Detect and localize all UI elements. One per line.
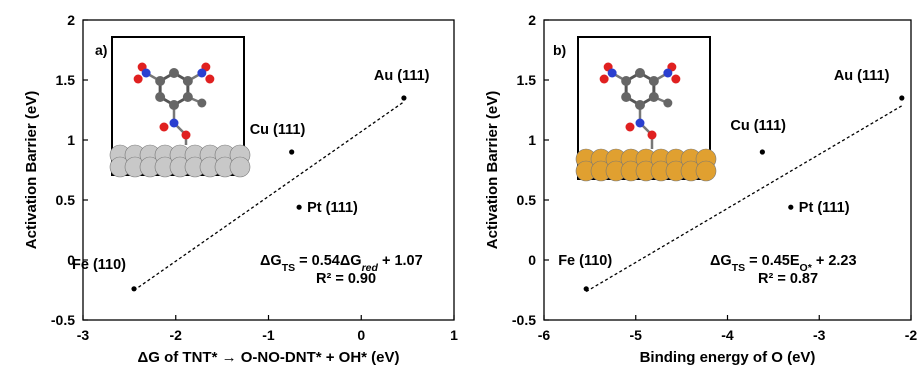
point-label: Au (111)	[374, 68, 430, 84]
data-point	[131, 286, 137, 292]
oxygen-atom	[671, 74, 681, 84]
y-tick-label: 0.5	[517, 192, 537, 208]
y-tick-label: 1.5	[56, 72, 76, 88]
x-axis-label: Binding energy of O (eV)	[640, 349, 816, 366]
y-tick-label: -0.5	[51, 312, 75, 328]
carbon-atom	[648, 92, 659, 102]
carbon-atom	[635, 68, 645, 78]
data-point	[899, 95, 905, 101]
data-point	[583, 286, 589, 292]
oxygen-atom	[181, 130, 191, 140]
point-label: Pt (111)	[307, 200, 358, 216]
fit-equation: ΔGTS = 0.54ΔGred + 1.07	[260, 253, 423, 274]
data-point	[289, 149, 295, 155]
y-tick-label: 0	[528, 252, 536, 268]
x-tick-label: -3	[77, 327, 90, 343]
x-tick-label: 0	[357, 327, 365, 343]
nitrogen-atom	[197, 68, 207, 78]
chart-panel-a: -0.5 0 0.5 1 1.5 2 -3 -2 -1 0 1 ΔG of TNT* → O-NO-D…	[23, 12, 458, 366]
data-point	[759, 149, 765, 155]
x-tick-label: -2	[170, 327, 183, 343]
x-tick-label: -3	[813, 327, 826, 343]
carbon-atom	[648, 76, 659, 86]
nitrogen-atom	[663, 68, 673, 78]
oxygen-atom	[599, 74, 609, 84]
y-tick-label: 1	[67, 132, 75, 148]
fit-line	[585, 105, 903, 293]
carbon-atom	[169, 100, 179, 110]
oxygen-atom	[625, 122, 635, 132]
carbon-atom	[621, 76, 632, 86]
data-point	[401, 95, 407, 101]
nitrogen-atom	[607, 68, 617, 78]
x-tick-label: -1	[262, 327, 275, 343]
carbon-atom	[182, 76, 193, 86]
point-label: Au (111)	[834, 68, 890, 84]
x-axis-label: ΔG of TNT* → O-NO-DNT* + OH* (eV)	[137, 349, 399, 366]
point-label: Fe (110)	[72, 257, 126, 273]
carbon-atom	[155, 92, 166, 102]
point-label: Pt (111)	[799, 200, 850, 216]
methyl-carbon	[663, 98, 673, 108]
x-tick-label: -4	[721, 327, 734, 343]
nitrogen-atom	[169, 118, 179, 128]
metal-atom	[695, 160, 717, 182]
y-axis-label: Activation Barrier (eV)	[23, 91, 40, 249]
nitrogen-atom	[635, 118, 645, 128]
y-tick-label: -0.5	[512, 312, 536, 328]
nitrogen-atom	[141, 68, 151, 78]
y-tick-label: 0	[67, 252, 75, 268]
molecule-inset-image	[575, 36, 717, 182]
point-label: Cu (111)	[730, 118, 786, 134]
x-tick-label: -5	[630, 327, 643, 343]
y-tick-label: 1	[528, 132, 536, 148]
oxygen-atom	[159, 122, 169, 132]
x-tick-label: -2	[905, 327, 917, 343]
y-tick-label: 1.5	[517, 72, 537, 88]
carbon-atom	[155, 76, 166, 86]
panel-label: a)	[95, 42, 107, 58]
point-label: Cu (111)	[250, 122, 306, 138]
data-point	[788, 204, 794, 210]
chart-panel-b: -0.5 0 0.5 1 1.5 2 -6 -5 -4 -3 -2 Binding energy of…	[484, 12, 917, 366]
carbon-atom	[621, 92, 632, 102]
r-squared-label: R² = 0.87	[758, 271, 818, 287]
fit-equation: ΔGTS = 0.45EO* + 2.23	[710, 253, 857, 274]
x-tick-label: 1	[450, 327, 458, 343]
carbon-atom	[182, 92, 193, 102]
carbon-atom	[635, 100, 645, 110]
point-label: Fe (110)	[558, 253, 612, 269]
panel-label: b)	[553, 42, 566, 58]
metal-atom	[229, 156, 251, 178]
y-tick-label: 2	[528, 12, 536, 28]
y-tick-label: 2	[67, 12, 75, 28]
carbon-atom	[169, 68, 179, 78]
data-point	[296, 204, 302, 210]
y-tick-label: 0.5	[56, 192, 76, 208]
y-axis-label: Activation Barrier (eV)	[484, 91, 501, 249]
oxygen-atom	[133, 74, 143, 84]
oxygen-atom	[647, 130, 657, 140]
molecule-inset-image	[109, 36, 251, 178]
methyl-carbon	[197, 98, 207, 108]
x-tick-label: -6	[538, 327, 551, 343]
r-squared-label: R² = 0.90	[316, 271, 376, 287]
oxygen-atom	[205, 74, 215, 84]
